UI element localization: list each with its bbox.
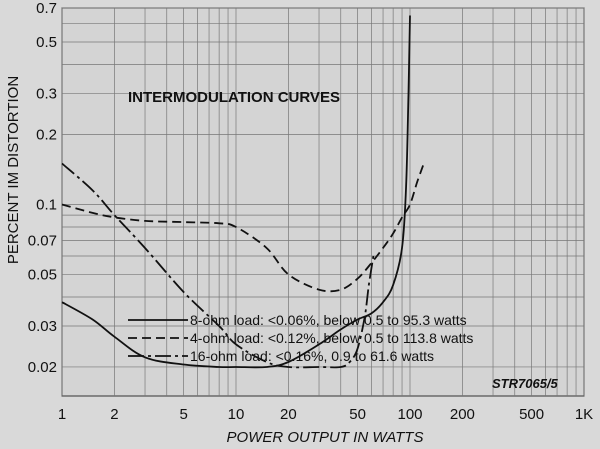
legend-label-2: 4-ohm load: <0.12%, below 0.5 to 113.8 w… xyxy=(190,330,473,346)
x-tick-label: 50 xyxy=(349,406,366,423)
series-line-1 xyxy=(61,15,411,369)
x-tick-label: 1 xyxy=(58,406,66,423)
figure-code: STR7065/5 xyxy=(492,376,559,391)
y-tick-label: 0.07 xyxy=(28,232,57,249)
y-tick-label: 0.05 xyxy=(28,266,57,283)
y-tick-label: 0.1 xyxy=(36,196,57,213)
chart-title: INTERMODULATION CURVES xyxy=(128,89,340,106)
y-tick-label: 0.2 xyxy=(36,126,57,143)
series-line-2 xyxy=(61,163,425,293)
y-tick-label: 0.03 xyxy=(28,318,57,335)
x-tick-label: 5 xyxy=(179,406,187,423)
y-tick-label: 0.3 xyxy=(36,86,57,103)
x-axis-title: POWER OUTPUT IN WATTS xyxy=(227,429,424,446)
series-lines xyxy=(61,15,425,369)
legend-label-3: 16-ohm load: <0.16%, 0.9 to 61.6 watts xyxy=(190,348,434,364)
series-line-3 xyxy=(61,162,375,369)
x-tick-label: 1K xyxy=(575,406,593,423)
x-tick-label: 100 xyxy=(397,406,422,423)
y-tick-labels: 0.02 0.03 0.05 0.07 0.1 0.2 0.3 0.5 0.7 xyxy=(28,0,57,376)
y-axis-title: PERCENT IM DISTORTION xyxy=(5,76,22,264)
x-tick-label: 2 xyxy=(110,406,118,423)
x-tick-labels: 1 2 5 10 20 50 100 200 500 1K xyxy=(58,406,593,423)
x-tick-label: 500 xyxy=(519,406,544,423)
x-tick-label: 20 xyxy=(280,406,297,423)
y-tick-label: 0.02 xyxy=(28,359,57,376)
x-tick-label: 10 xyxy=(228,406,245,423)
legend: 8-ohm load: <0.06%, below 0.5 to 95.3 wa… xyxy=(128,312,473,364)
y-tick-label: 0.7 xyxy=(36,0,57,17)
plot-area xyxy=(61,7,585,397)
grid-lines xyxy=(61,7,585,396)
x-tick-label: 200 xyxy=(450,406,475,423)
legend-label-1: 8-ohm load: <0.06%, below 0.5 to 95.3 wa… xyxy=(190,312,467,328)
y-tick-label: 0.5 xyxy=(36,34,57,51)
